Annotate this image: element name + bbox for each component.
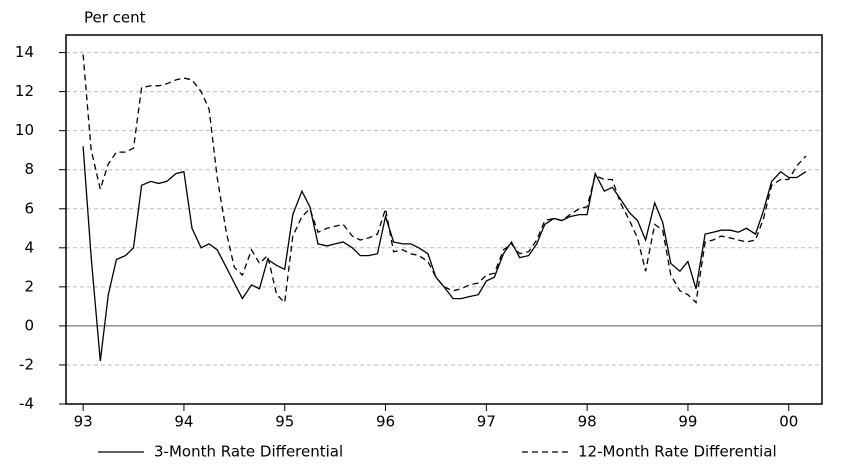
y-tick-label: -2	[19, 355, 34, 373]
x-tick-label: 97	[477, 413, 496, 431]
x-tick-label: 93	[74, 413, 93, 431]
legend-label: 12-Month Rate Differential	[578, 443, 777, 461]
y-tick-label: 10	[15, 121, 34, 139]
y-tick-label: 0	[24, 316, 34, 334]
y-tick-label: -4	[19, 395, 34, 413]
series-line	[82, 146, 807, 362]
x-tick-label: 96	[376, 413, 395, 431]
y-axis-label: Per cent	[84, 9, 146, 27]
y-tick-label: 4	[24, 238, 34, 256]
x-tick-label: 00	[779, 413, 798, 431]
x-tick-label: 95	[275, 413, 294, 431]
y-tick-label: 8	[24, 160, 34, 178]
x-tick-label: 99	[678, 413, 697, 431]
y-tick-label: 6	[24, 199, 34, 217]
y-tick-label: 2	[24, 277, 34, 295]
x-tick-label: 98	[578, 413, 597, 431]
x-tick-label: 94	[174, 413, 193, 431]
y-tick-label: 14	[15, 43, 34, 61]
y-tick-label: 12	[15, 82, 34, 100]
legend-label: 3-Month Rate Differential	[154, 443, 343, 461]
plot-frame	[65, 34, 823, 405]
